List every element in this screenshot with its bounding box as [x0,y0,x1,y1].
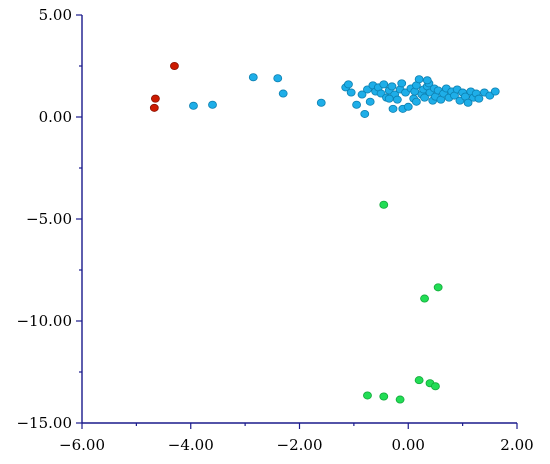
x-tick-label: 0.00 [392,436,425,454]
data-point [344,80,353,89]
y-tick-label: −15.00 [16,414,72,432]
data-point [463,98,473,107]
data-point [379,392,389,401]
y-tick-label: 0.00 [39,108,72,126]
data-point [149,103,159,112]
data-point [397,79,407,88]
x-tick-label: 2.00 [500,436,533,454]
data-point [412,97,421,106]
data-point [208,100,217,109]
data-point [395,395,405,404]
data-point [189,101,198,110]
data-point [352,100,361,109]
data-point [431,382,440,391]
data-point [379,200,389,209]
data-point [379,80,389,89]
data-point [278,89,288,98]
x-tick-label: −4.00 [168,436,214,454]
y-tick-label: 5.00 [39,6,72,24]
data-point [384,94,394,103]
data-point [490,87,500,96]
data-point [363,391,372,400]
y-tick-label: −5.00 [26,210,72,228]
data-point [388,104,398,113]
data-point [387,82,397,91]
data-point [414,376,424,385]
plot-area: 5.00 0.00 −5.00 −10.00 −15.00 −6.00 −4.00 −2.0… [16,6,533,454]
data-point [392,95,402,104]
data-point [420,93,429,102]
series-2-group [363,200,443,404]
y-axis-ticks: 5.00 0.00 −5.00 −10.00 −15.00 [16,6,82,432]
data-point [151,94,160,103]
data-point [360,109,370,118]
data-point [422,76,432,85]
x-tick-label: −6.00 [59,436,105,454]
y-tick-label: −10.00 [16,312,72,330]
data-point [420,294,429,303]
data-point [346,88,356,97]
data-point [365,97,375,106]
data-point [316,98,326,107]
data-point [248,73,258,82]
data-point [433,283,443,292]
data-point [403,102,413,111]
data-points [149,62,500,404]
data-point [357,90,367,99]
data-point [170,62,179,71]
series-1-group [189,73,500,118]
data-point [414,75,424,84]
data-point [474,94,484,103]
series-0-group [149,62,179,112]
x-tick-label: −2.00 [277,436,323,454]
data-point [273,74,283,83]
x-axis-ticks: −6.00 −4.00 −2.00 0.00 2.00 [59,423,534,454]
